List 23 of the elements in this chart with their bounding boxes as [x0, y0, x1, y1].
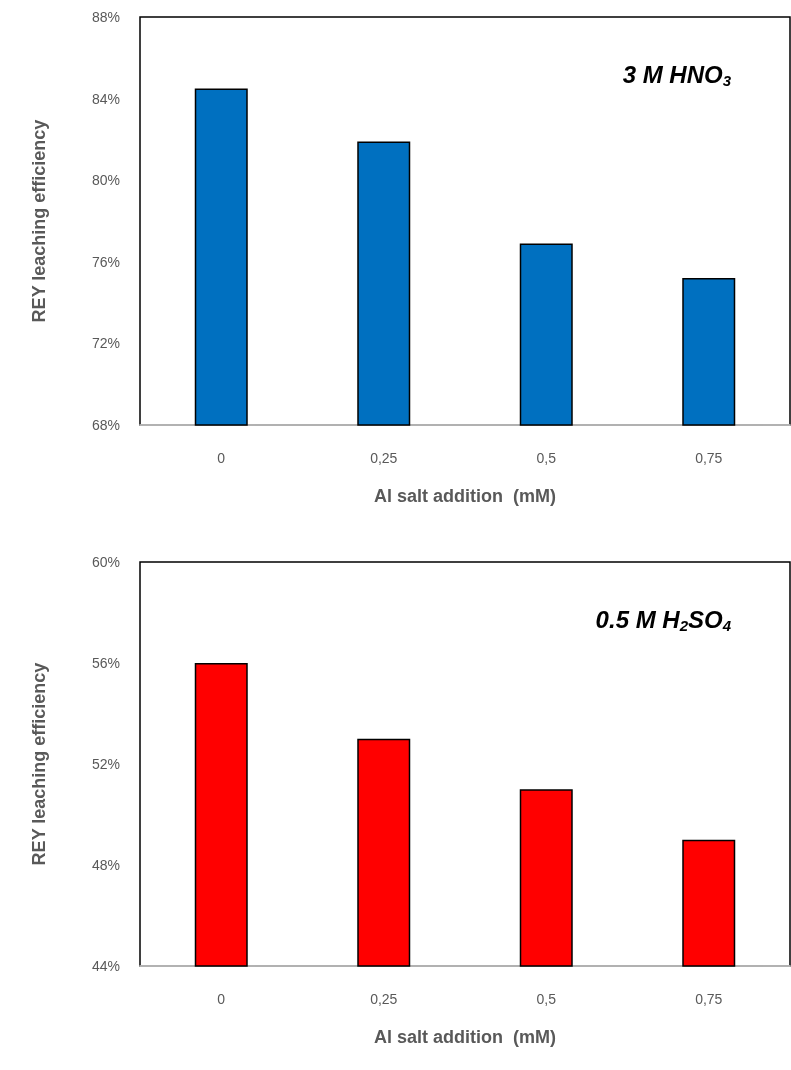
y-tick-label: 72% — [91, 335, 120, 352]
y-axis-title: REY leaching efficiency — [29, 119, 49, 323]
x-tick-label: 0,5 — [536, 991, 557, 1007]
x-tick-label: 0,75 — [695, 450, 723, 466]
x-axis-title: Al salt addition (mM) — [374, 1027, 556, 1047]
y-tick-label: 80% — [91, 172, 120, 189]
y-tick-label: 84% — [91, 90, 120, 107]
x-tick-label: 0,5 — [536, 450, 557, 466]
x-tick-label: 0 — [217, 450, 226, 466]
y-tick-label: 48% — [91, 857, 120, 873]
y-tick-label: 76% — [91, 253, 120, 270]
y-tick-label: 60% — [91, 554, 120, 570]
y-tick-label: 44% — [91, 958, 120, 974]
x-tick-label: 0 — [217, 991, 226, 1007]
y-tick-label: 68% — [91, 417, 120, 433]
y-tick-label: 56% — [91, 655, 120, 671]
y-axis-title: REY leaching efficiency — [29, 662, 49, 866]
x-tick-label: 0,25 — [370, 450, 398, 466]
y-tick-label: 88% — [91, 9, 120, 25]
x-tick-label: 0,75 — [695, 991, 723, 1007]
x-tick-label: 0,25 — [370, 991, 398, 1007]
x-axis-title: Al salt addition (mM) — [374, 486, 556, 506]
y-tick-label: 52% — [91, 756, 120, 772]
